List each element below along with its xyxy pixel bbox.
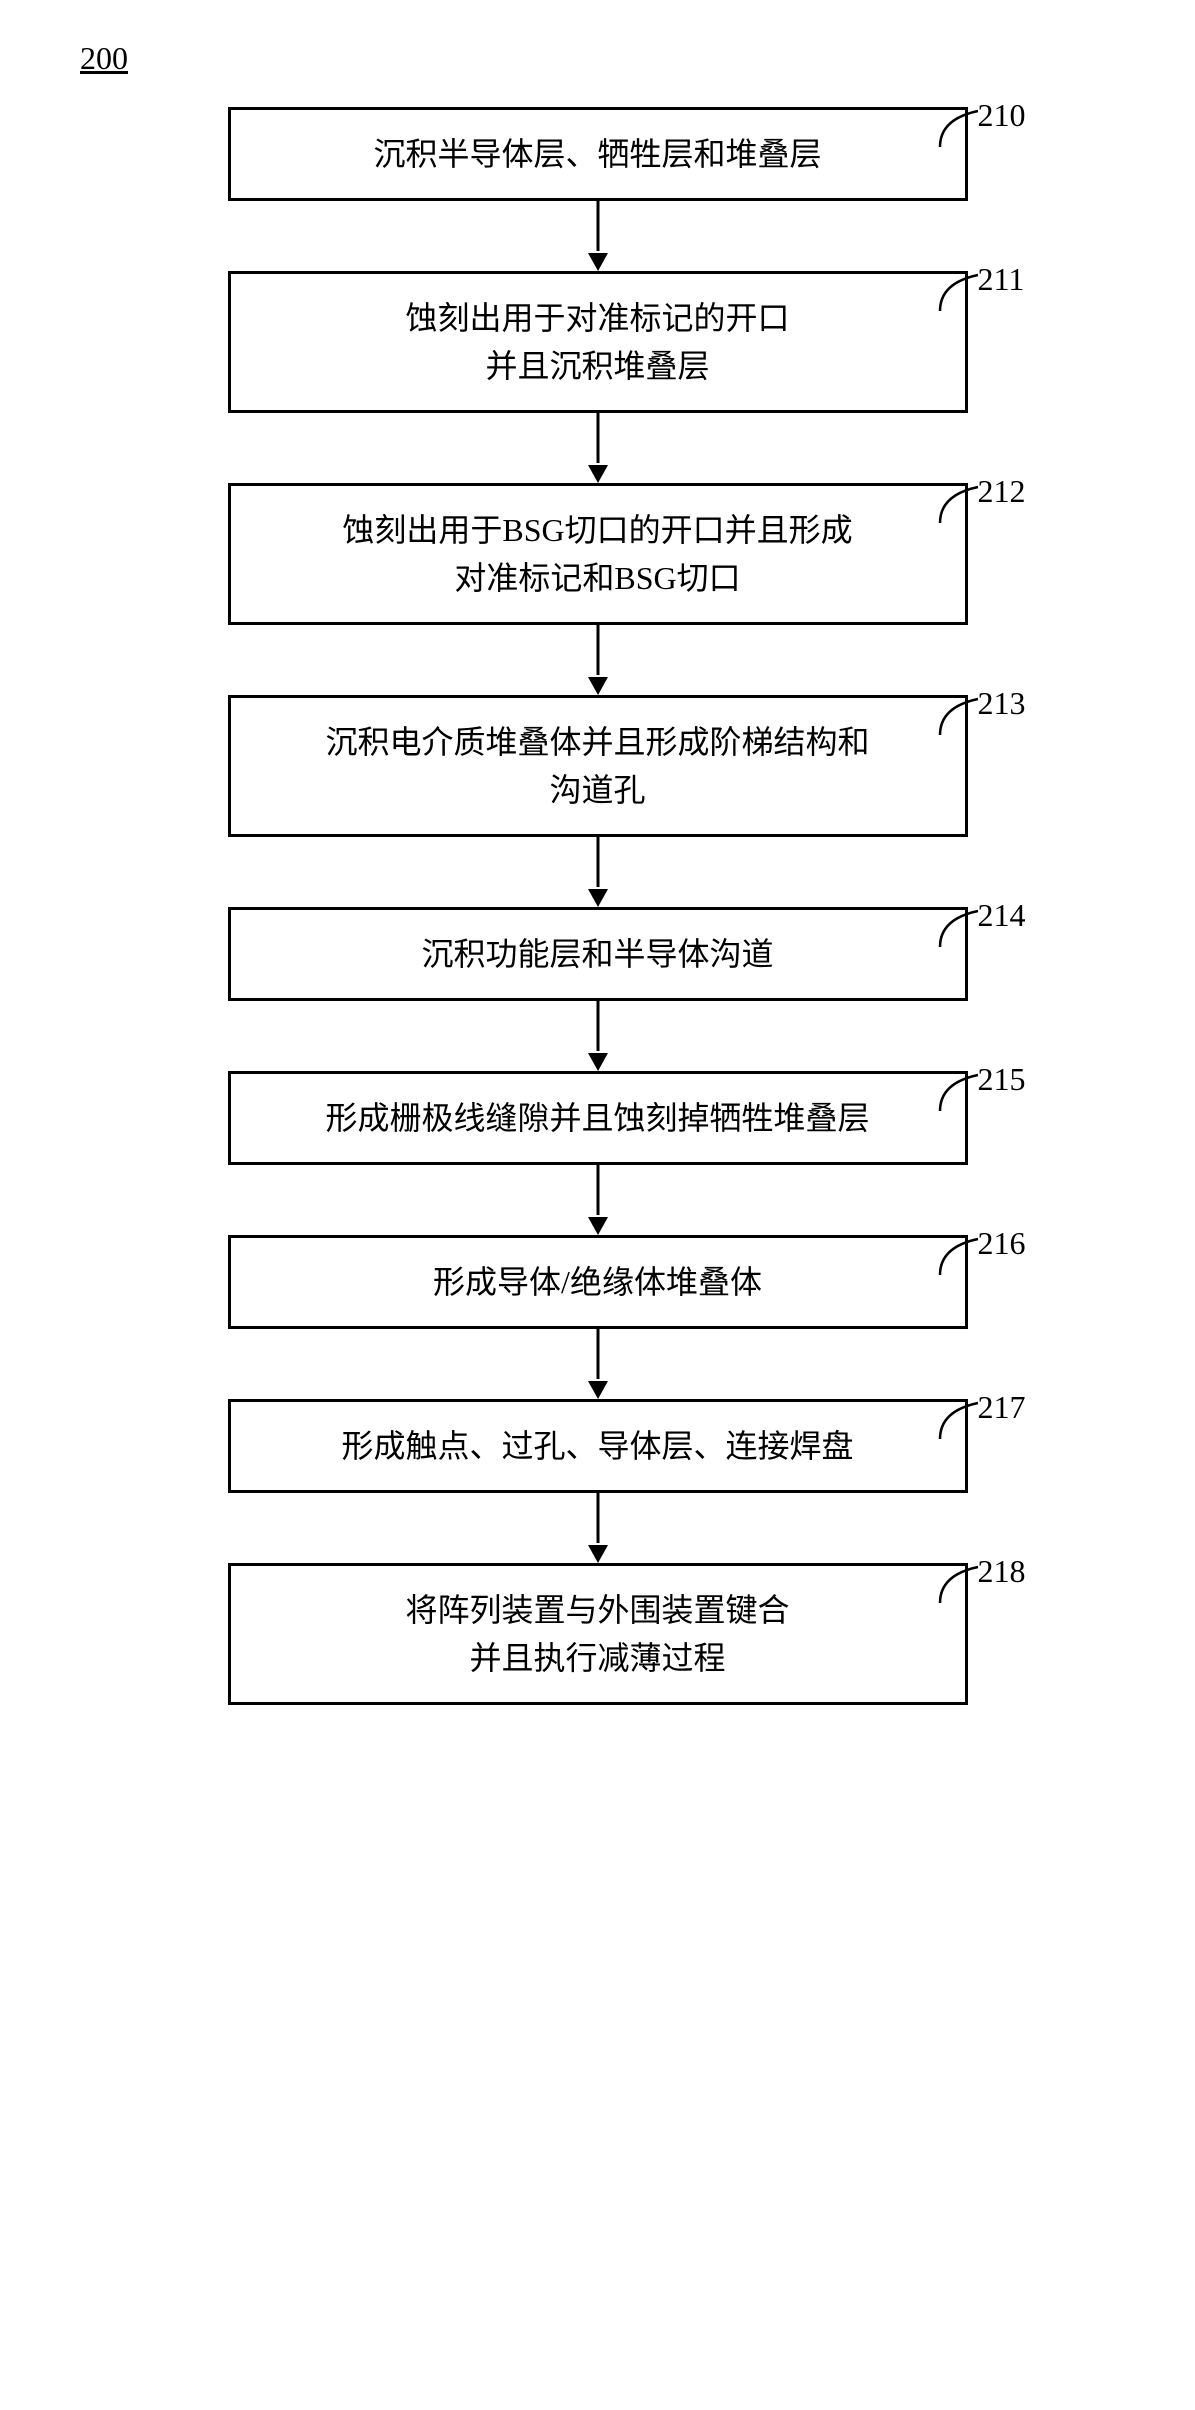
step-text-line: 并且执行减薄过程	[261, 1634, 935, 1682]
flow-arrow	[583, 1493, 613, 1563]
flow-step: 形成栅极线缝隙并且蚀刻掉牺牲堆叠层 215	[60, 1071, 1135, 1165]
step-box: 蚀刻出用于BSG切口的开口并且形成对准标记和BSG切口	[228, 483, 968, 625]
step-box: 沉积电介质堆叠体并且形成阶梯结构和沟道孔	[228, 695, 968, 837]
step-text-line: 蚀刻出用于BSG切口的开口并且形成	[261, 506, 935, 554]
step-text-line: 形成栅极线缝隙并且蚀刻掉牺牲堆叠层	[261, 1094, 935, 1142]
flow-arrow	[583, 837, 613, 907]
step-number-label: 216	[978, 1225, 1026, 1262]
step-number-label: 213	[978, 685, 1026, 722]
flow-arrow	[583, 1329, 613, 1399]
flow-step: 沉积功能层和半导体沟道 214	[60, 907, 1135, 1001]
step-number-label: 212	[978, 473, 1026, 510]
flow-step: 蚀刻出用于对准标记的开口并且沉积堆叠层 211	[60, 271, 1135, 413]
step-number-label: 217	[978, 1389, 1026, 1426]
step-text-line: 沉积功能层和半导体沟道	[261, 930, 935, 978]
step-text-line: 形成导体/绝缘体堆叠体	[261, 1258, 935, 1306]
step-box: 蚀刻出用于对准标记的开口并且沉积堆叠层	[228, 271, 968, 413]
step-box: 形成导体/绝缘体堆叠体	[228, 1235, 968, 1329]
flow-step: 沉积半导体层、牺牲层和堆叠层 210	[60, 107, 1135, 201]
flow-arrow	[583, 201, 613, 271]
flow-arrow	[583, 1165, 613, 1235]
step-number-label: 214	[978, 897, 1026, 934]
flowchart-container: 沉积半导体层、牺牲层和堆叠层 210 蚀刻出用于对准标记的开口并且沉积堆叠层 2…	[60, 107, 1135, 1705]
step-text-line: 沉积半导体层、牺牲层和堆叠层	[261, 130, 935, 178]
flow-arrow	[583, 413, 613, 483]
diagram-id-label: 200	[80, 40, 1135, 77]
step-number-label: 211	[978, 261, 1025, 298]
step-number-label: 218	[978, 1553, 1026, 1590]
step-box: 形成栅极线缝隙并且蚀刻掉牺牲堆叠层	[228, 1071, 968, 1165]
step-box: 将阵列装置与外围装置键合并且执行减薄过程	[228, 1563, 968, 1705]
step-text-line: 形成触点、过孔、导体层、连接焊盘	[261, 1422, 935, 1470]
step-number-label: 210	[978, 97, 1026, 134]
step-box: 沉积半导体层、牺牲层和堆叠层	[228, 107, 968, 201]
flow-arrow	[583, 625, 613, 695]
flow-step: 形成触点、过孔、导体层、连接焊盘 217	[60, 1399, 1135, 1493]
step-text-line: 并且沉积堆叠层	[261, 342, 935, 390]
step-text-line: 蚀刻出用于对准标记的开口	[261, 294, 935, 342]
flow-step: 形成导体/绝缘体堆叠体 216	[60, 1235, 1135, 1329]
step-text-line: 将阵列装置与外围装置键合	[261, 1586, 935, 1634]
flow-step: 将阵列装置与外围装置键合并且执行减薄过程 218	[60, 1563, 1135, 1705]
step-text-line: 沉积电介质堆叠体并且形成阶梯结构和	[261, 718, 935, 766]
flow-arrow	[583, 1001, 613, 1071]
step-text-line: 对准标记和BSG切口	[261, 554, 935, 602]
step-text-line: 沟道孔	[261, 766, 935, 814]
step-number-label: 215	[978, 1061, 1026, 1098]
step-box: 形成触点、过孔、导体层、连接焊盘	[228, 1399, 968, 1493]
step-box: 沉积功能层和半导体沟道	[228, 907, 968, 1001]
flow-step: 蚀刻出用于BSG切口的开口并且形成对准标记和BSG切口 212	[60, 483, 1135, 625]
flow-step: 沉积电介质堆叠体并且形成阶梯结构和沟道孔 213	[60, 695, 1135, 837]
